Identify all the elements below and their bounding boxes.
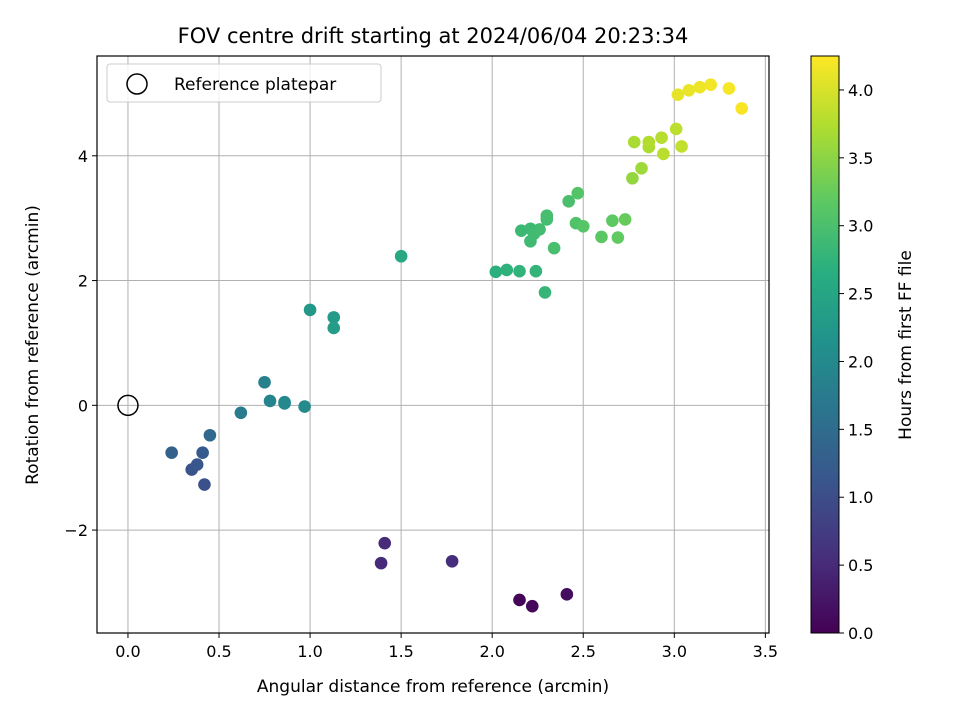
- legend: Reference platepar: [107, 64, 381, 102]
- data-point: [264, 395, 277, 408]
- y-axis-title: Rotation from reference (arcmin): [23, 205, 43, 485]
- data-point: [235, 407, 248, 420]
- x-axis-title: Angular distance from reference (arcmin): [257, 677, 609, 697]
- data-point: [446, 555, 459, 568]
- data-point: [204, 429, 217, 442]
- data-point: [670, 123, 683, 136]
- data-point: [191, 458, 204, 471]
- data-point: [657, 148, 670, 161]
- data-point: [571, 187, 584, 200]
- data-point: [626, 172, 639, 185]
- y-tick-label: 4: [78, 147, 88, 166]
- data-point: [298, 400, 311, 413]
- data-point: [395, 250, 408, 263]
- x-tick-label: 0.0: [115, 642, 140, 661]
- x-tick-label: 1.5: [388, 642, 413, 661]
- data-point: [577, 220, 590, 233]
- y-tick-label: 0: [78, 396, 88, 415]
- data-point: [327, 322, 340, 335]
- data-point: [693, 81, 706, 94]
- colorbar-tick-label: 2.0: [848, 352, 873, 371]
- data-point: [165, 446, 178, 459]
- data-point: [500, 264, 513, 277]
- chart-svg: 0.0 0.5 1.0 1.5 2.0 2.5 3.0 3.5 −2 0 2 4 FOV centr…: [0, 0, 960, 720]
- colorbar-title: Hours from first FF file: [896, 250, 916, 440]
- data-point: [539, 286, 552, 299]
- x-tick-label: 2.0: [479, 642, 504, 661]
- y-tick-label: 2: [78, 272, 88, 291]
- chart-title: FOV centre drift starting at 2024/06/04 …: [178, 24, 689, 48]
- data-point: [526, 600, 539, 613]
- x-tick-label: 1.0: [297, 642, 322, 661]
- data-point: [704, 78, 717, 91]
- data-point: [723, 82, 736, 95]
- data-point: [278, 397, 291, 410]
- data-point: [561, 588, 574, 601]
- data-point: [513, 594, 526, 607]
- data-point: [672, 88, 685, 101]
- data-point: [595, 231, 608, 244]
- data-point: [628, 136, 641, 149]
- x-tick-label: 0.5: [206, 642, 231, 661]
- data-point: [635, 162, 648, 175]
- x-tick-label: 3.0: [662, 642, 687, 661]
- colorbar-tick-label: 4.0: [848, 81, 873, 100]
- data-point: [655, 131, 668, 144]
- data-point: [258, 376, 271, 389]
- data-point: [378, 537, 391, 550]
- data-point: [541, 209, 554, 222]
- data-point: [375, 557, 388, 570]
- data-point: [530, 265, 543, 278]
- data-point: [735, 102, 748, 115]
- colorbar-tick-label: 2.5: [848, 285, 873, 304]
- colorbar-tick-label: 0.0: [848, 624, 873, 643]
- data-point: [643, 136, 656, 149]
- data-point: [612, 231, 625, 244]
- data-point: [548, 242, 561, 255]
- y-tick-label: −2: [64, 521, 88, 540]
- colorbar-tick-label: 3.0: [848, 217, 873, 236]
- colorbar-gradient: [811, 56, 839, 633]
- data-point: [675, 140, 688, 153]
- data-point: [513, 265, 526, 278]
- colorbar-tick-label: 1.0: [848, 488, 873, 507]
- data-point: [198, 478, 211, 491]
- legend-label-reference-platepar: Reference platepar: [174, 75, 336, 95]
- data-point: [683, 84, 696, 97]
- x-tick-label: 3.5: [753, 642, 778, 661]
- data-point: [304, 304, 317, 317]
- colorbar-tick-label: 3.5: [848, 149, 873, 168]
- data-point: [196, 446, 209, 459]
- colorbar-tick-label: 0.5: [848, 556, 873, 575]
- data-point: [619, 213, 632, 226]
- colorbar-tick-label: 1.5: [848, 420, 873, 439]
- x-tick-label: 2.5: [571, 642, 596, 661]
- data-point: [606, 214, 619, 227]
- data-point: [490, 266, 503, 279]
